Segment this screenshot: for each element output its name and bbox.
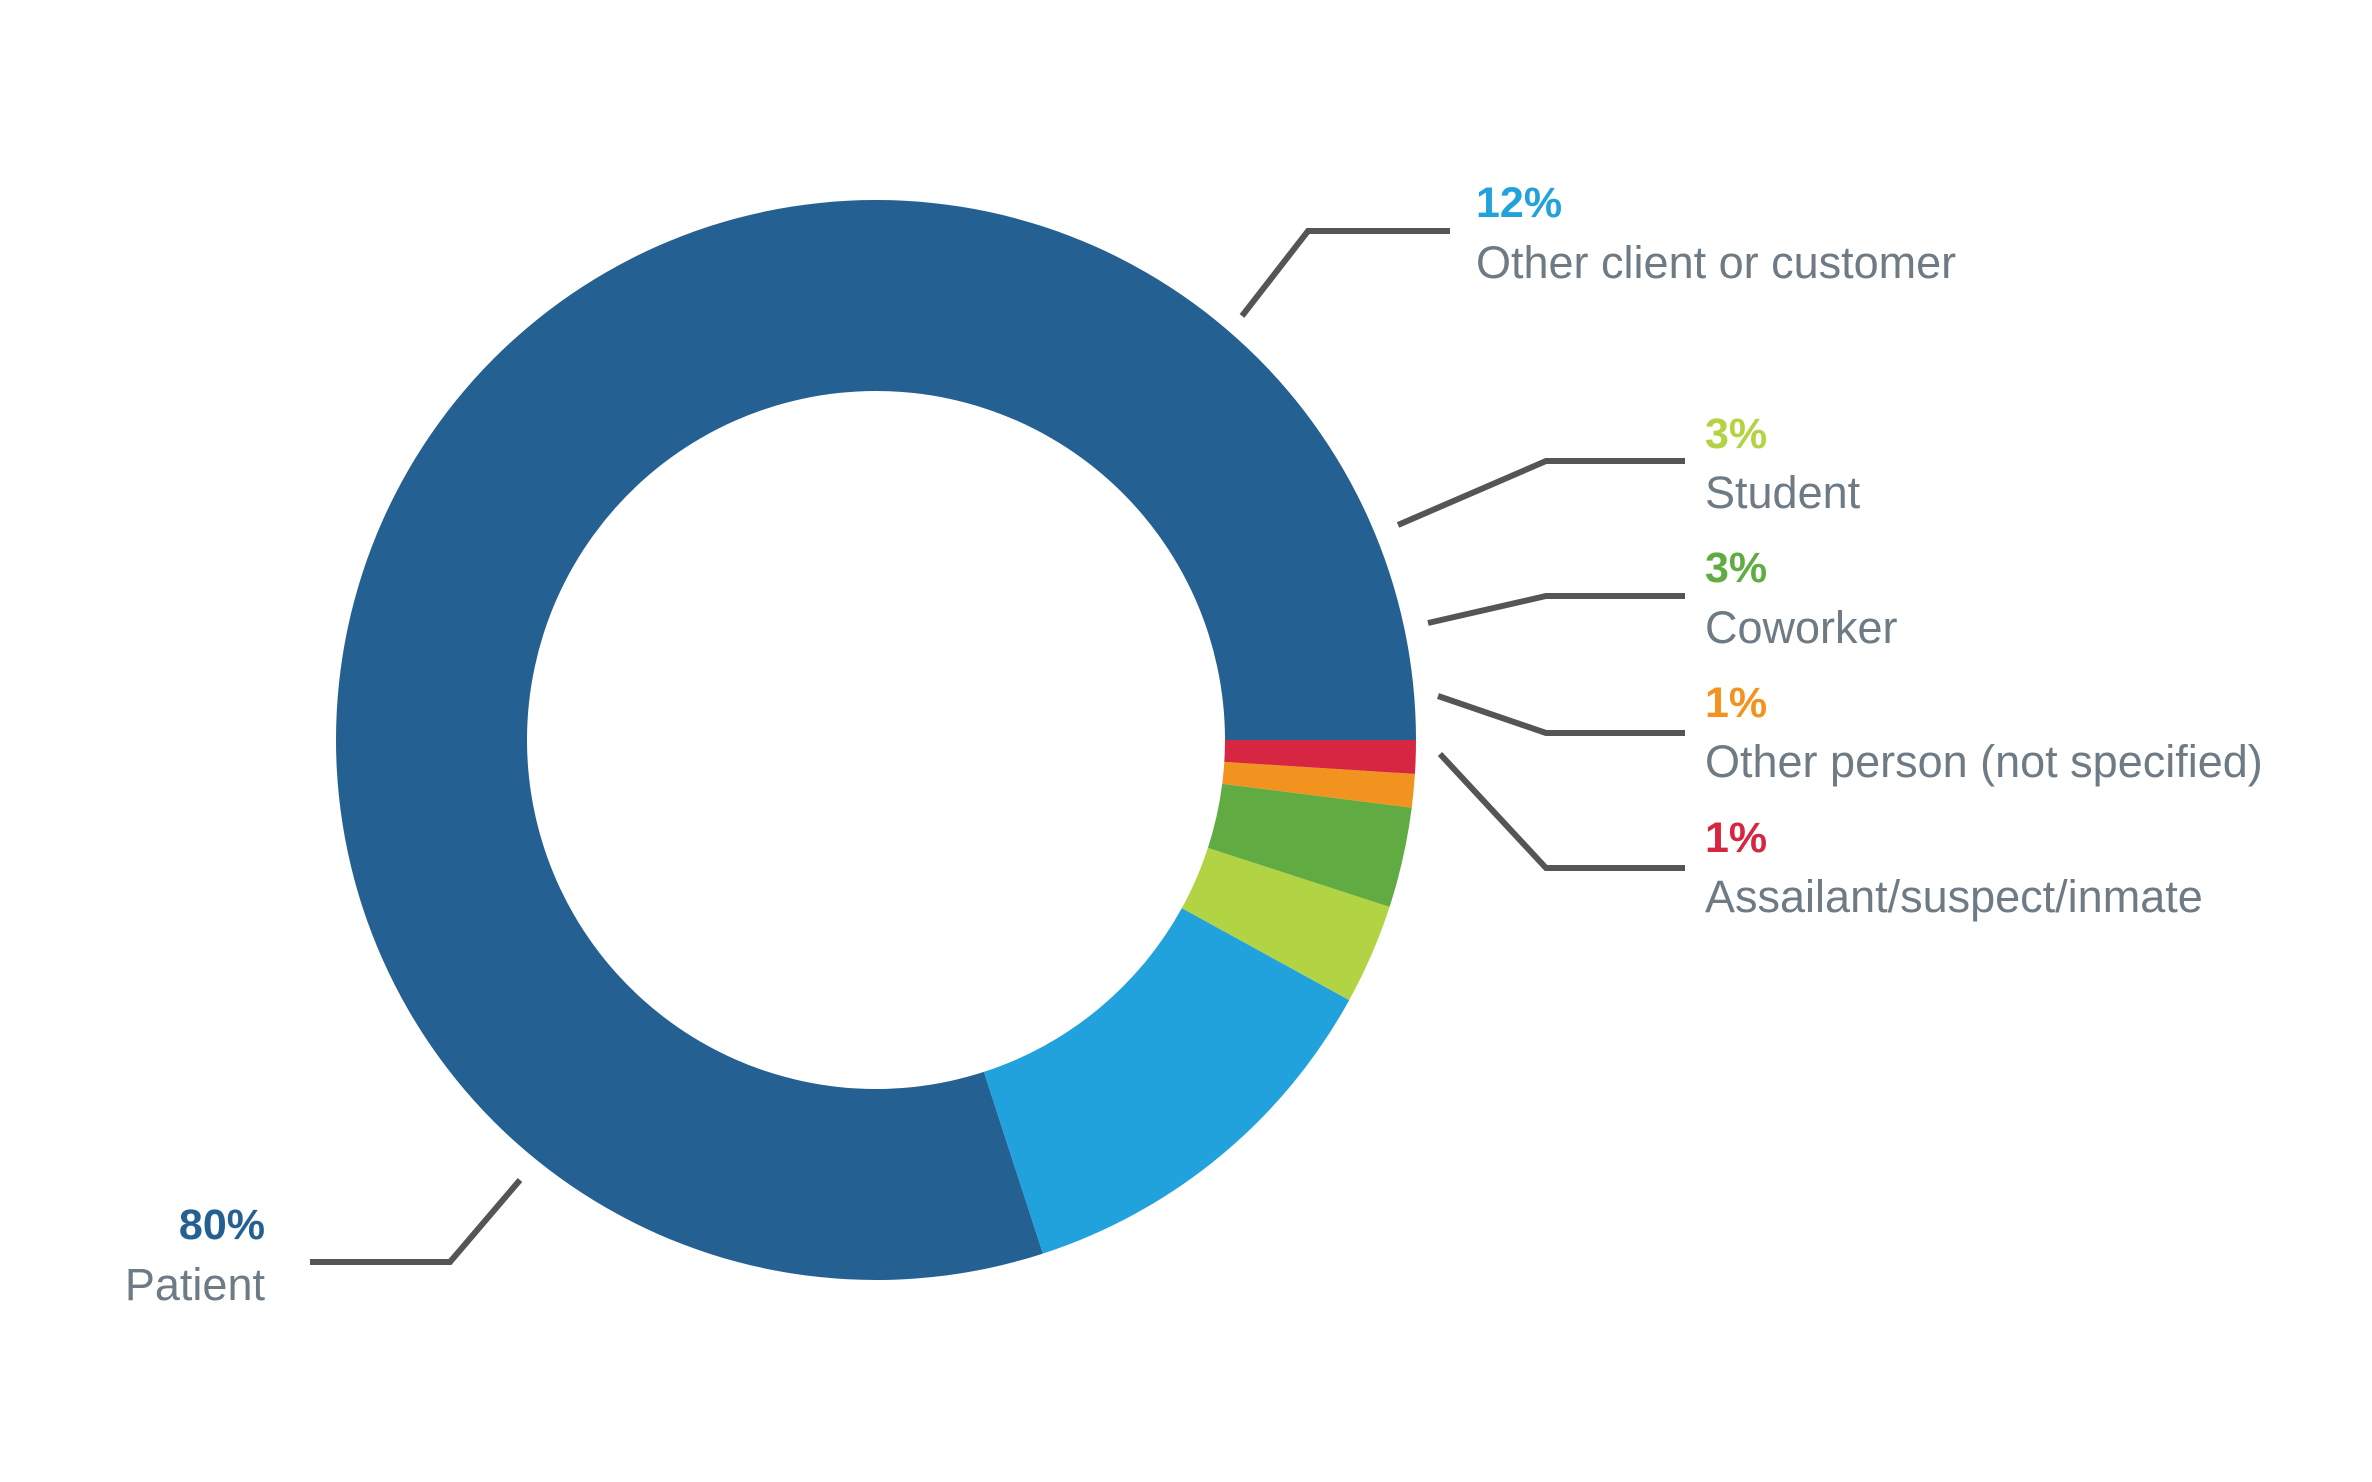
slice-coworker [1207,783,1412,907]
leader-line-assailant [1437,751,1685,871]
slice-percent-label-coworker: 3% [1705,544,1767,592]
leader-line-other-client [1239,228,1450,318]
slice-category-label-other-client: Other client or customer [1476,237,1956,288]
slice-category-label-assailant: Assailant/suspect/inmate [1705,871,2203,922]
slice-percent-label-student: 3% [1705,410,1767,458]
slice-percent-label-patient: 80% [179,1201,265,1249]
slice-category-label-student: Student [1705,467,1861,518]
slice-category-label-other-person: Other person (not specified) [1705,736,2263,787]
labels-layer: 80% Patient 12% Other client or customer… [125,179,2263,1310]
leader-line-patient [310,1178,523,1265]
slice-patient [335,199,1416,1280]
leader-lines-layer [310,228,1685,1265]
slice-percent-label-assailant: 1% [1705,814,1767,862]
slice-assailant [1224,740,1416,774]
slice-student [1181,847,1390,1001]
slice-category-label-coworker: Coworker [1705,602,1898,653]
slice-percent-label-other-person: 1% [1705,679,1767,727]
slices-layer [335,199,1416,1280]
slice-other-person [1222,761,1415,808]
leader-line-student [1396,458,1685,528]
slice-category-label-patient: Patient [125,1259,266,1310]
slice-percent-label-other-client: 12% [1476,179,1562,227]
slice-other-client [983,908,1350,1254]
leader-line-coworker [1427,593,1685,626]
leader-line-other-person [1437,693,1685,736]
